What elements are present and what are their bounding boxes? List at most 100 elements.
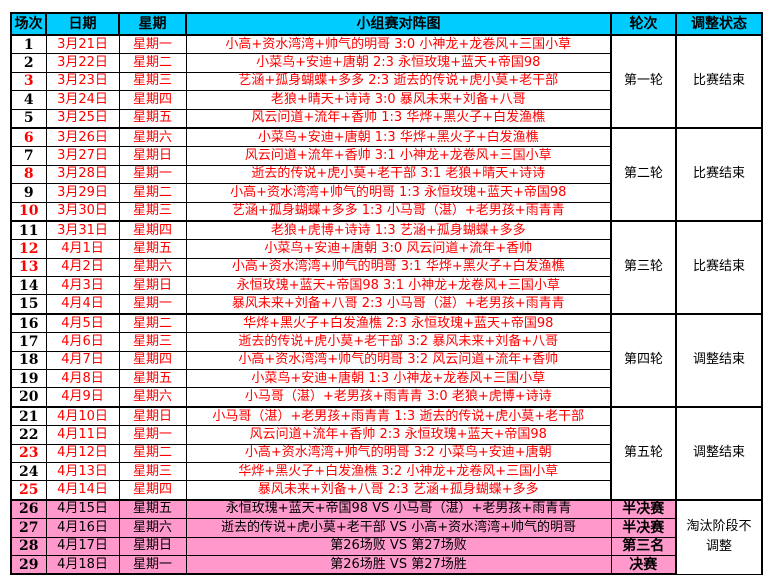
match-teams-score: 小高+资水湾湾+帅气的明哥 3:2 小菜鸟+安迪+唐朝 [185,443,612,463]
match-weekday: 星期四 [118,480,187,501]
match-weekday: 星期二 [118,443,187,463]
match-date: 4月10日 [45,405,120,427]
stage-label: 半决赛 [610,518,677,538]
match-weekday: 星期五 [118,498,187,520]
match-row: 8 3月28日 星期一 逝去的传说+虎小莫+老干部 3:1 老狼+晴天+诗诗 [10,164,762,185]
match-weekday: 星期六 [118,387,187,408]
match-date: 4月16日 [45,518,120,538]
match-date: 4月15日 [45,498,120,520]
match-date: 3月29日 [45,183,120,203]
match-teams-score: 风云问道+流年+香帅 1:3 华烨+黑火子+白发渔樵 [185,108,612,129]
match-row: 6 3月26日 星期六 小菜鸟+安迪+唐朝 1:3 华烨+黑火子+白发渔樵 第二轮 比赛结… [10,126,763,222]
round-status: 调整结束 [675,405,763,501]
match-weekday: 星期五 [118,369,187,389]
match-row: 19 4月8日 星期五 小菜鸟+安迪+唐朝 1:3 小神龙+龙卷风+三国小草 [10,369,762,389]
header-status: 调整状态 [675,12,763,36]
match-teams: 第26场败 VS 第27场败 [185,536,612,556]
match-weekday: 星期日 [118,146,187,166]
match-number: 21 [10,405,47,427]
match-weekday: 星期三 [118,201,187,222]
round-status: 比赛结束 [675,126,763,222]
match-weekday: 星期一 [118,164,187,185]
stage-label: 半决赛 [610,498,677,520]
match-teams-score: 永恒玫瑰+蓝天+帝国98 3:1 小神龙+龙卷风+三国小草 [185,276,612,296]
match-weekday: 星期六 [118,518,187,538]
match-date: 3月27日 [45,146,120,166]
match-date: 4月9日 [45,387,120,408]
match-teams-score: 老狼+晴天+诗诗 3:0 暴风未来+刘备+八哥 [185,90,612,110]
match-teams-score: 老狼+虎博+诗诗 1:3 艺涵+孤身蝴蝶+多多 [185,219,612,241]
match-weekday: 星期二 [118,53,187,73]
schedule-table: 场次 日期 星期 小组赛对阵图 轮次 调整状态 1 3月21日 星期一 小高+资水湾湾… [10,12,763,576]
knockout-status: 淘汰阶段不调整 [675,498,763,575]
match-teams-score: 小菜鸟+安迪+唐朝 2:3 永恒玫瑰+蓝天+帝国98 [185,53,612,73]
match-teams: 第26场胜 VS 第27场胜 [185,554,612,576]
knockout-row: 28 4月17日 星期日 第26场败 VS 第27场败 第三名 [10,536,762,556]
match-number: 13 [10,257,47,278]
match-date: 3月23日 [45,71,120,92]
match-row: 17 4月6日 星期三 逝去的传说+虎小莫+老干部 3:2 暴风未来+刘备+八哥 [10,332,762,352]
match-number: 23 [10,443,47,463]
match-weekday: 星期二 [118,183,187,203]
header-weekday: 星期 [118,12,187,36]
match-number: 4 [10,90,47,110]
match-date: 3月21日 [45,34,120,55]
match-row: 9 3月29日 星期二 小高+资水湾湾+帅气的明哥 1:3 永恒玫瑰+蓝天+帝国98 [10,183,762,203]
match-number: 8 [10,164,47,185]
match-weekday: 星期六 [118,126,187,148]
header-matchup: 小组赛对阵图 [185,12,612,36]
match-number: 17 [10,332,47,352]
match-row: 5 3月25日 星期五 风云问道+流年+香帅 1:3 华烨+黑火子+白发渔樵 [10,108,762,129]
match-teams-score: 逝去的传说+虎小莫+老干部 3:2 暴风未来+刘备+八哥 [185,332,612,352]
match-weekday: 星期日 [118,276,187,296]
match-number: 19 [10,369,47,389]
match-number: 7 [10,146,47,166]
match-number: 6 [10,126,47,148]
round-status: 调整结束 [675,312,763,408]
match-teams-score: 小高+资水湾湾+帅气的明哥 3:0 小神龙+龙卷风+三国小草 [185,34,612,55]
match-date: 4月4日 [45,294,120,315]
match-row: 14 4月3日 星期日 永恒玫瑰+蓝天+帝国98 3:1 小神龙+龙卷风+三国小草 [10,276,762,296]
match-row: 16 4月5日 星期二 华烨+黑火子+白发渔樵 2:3 永恒玫瑰+蓝天+帝国98 第四轮… [10,312,763,408]
round-label: 第一轮 [610,34,677,129]
match-row: 1 3月21日 星期一 小高+资水湾湾+帅气的明哥 3:0 小神龙+龙卷风+三国小草第… [10,34,763,129]
match-teams: 永恒玫瑰+蓝天+帝国98 VS 小马哥（湛）+老男孩+雨青青 [185,498,612,520]
match-number: 15 [10,294,47,315]
match-date: 3月25日 [45,108,120,129]
match-date: 3月28日 [45,164,120,185]
match-teams-score: 小马哥（湛）+老男孩+雨青青 3:0 老狼+虎博+诗诗 [185,387,612,408]
match-weekday: 星期三 [118,71,187,92]
round-status: 比赛结束 [675,219,763,315]
match-row: 18 4月7日 星期四 小高+资水湾湾+帅气的明哥 3:2 风云问道+流年+香帅 [10,350,762,371]
knockout-row: 26 4月15日 星期五 永恒玫瑰+蓝天+帝国98 VS 小马哥（湛）+老男孩+雨青青… [10,498,763,575]
match-teams-score: 小菜鸟+安迪+唐朝 3:0 风云问道+流年+香帅 [185,239,612,259]
match-number: 26 [10,498,47,520]
match-number: 16 [10,312,47,334]
match-number: 14 [10,276,47,296]
match-row: 4 3月24日 星期四 老狼+晴天+诗诗 3:0 暴风未来+刘备+八哥 [10,90,762,110]
schedule-body: 1 3月21日 星期一 小高+资水湾湾+帅气的明哥 3:0 小神龙+龙卷风+三国小草第… [10,34,763,576]
match-number: 18 [10,350,47,371]
match-weekday: 星期一 [118,554,187,576]
match-row: 11 3月31日 星期四 老狼+虎博+诗诗 1:3 艺涵+孤身蝴蝶+多多 第三轮 比赛结束 [10,219,763,315]
header-match-no: 场次 [10,12,47,36]
match-date: 4月11日 [45,425,120,445]
match-teams-score: 华烨+黑火子+白发渔樵 3:2 小神龙+龙卷风+三国小草 [185,461,612,482]
match-number: 27 [10,518,47,538]
header-date: 日期 [45,12,120,36]
round-label: 第三轮 [610,219,677,315]
match-weekday: 星期三 [118,461,187,482]
match-number: 11 [10,219,47,241]
round-status: 比赛结束 [675,34,763,129]
match-date: 4月3日 [45,276,120,296]
match-teams-score: 风云问道+流年+香帅 2:3 永恒玫瑰+蓝天+帝国98 [185,425,612,445]
match-row: 21 4月10日 星期日 小马哥（湛）+老男孩+雨青青 1:3 逝去的传说+虎小莫+老… [10,405,763,501]
match-date: 3月30日 [45,201,120,222]
match-row: 13 4月2日 星期六 小高+资水湾湾+帅气的明哥 3:1 华烨+黑火子+白发渔樵 [10,257,762,278]
match-date: 4月7日 [45,350,120,371]
match-teams-score: 小高+资水湾湾+帅气的明哥 3:1 华烨+黑火子+白发渔樵 [185,257,612,278]
stage-label: 决赛 [610,554,677,576]
match-teams-score: 暴风未来+刘备+八哥 2:3 艺涵+孤身蝴蝶+多多 [185,480,612,501]
match-number: 28 [10,536,47,556]
round-label: 第四轮 [610,312,677,408]
